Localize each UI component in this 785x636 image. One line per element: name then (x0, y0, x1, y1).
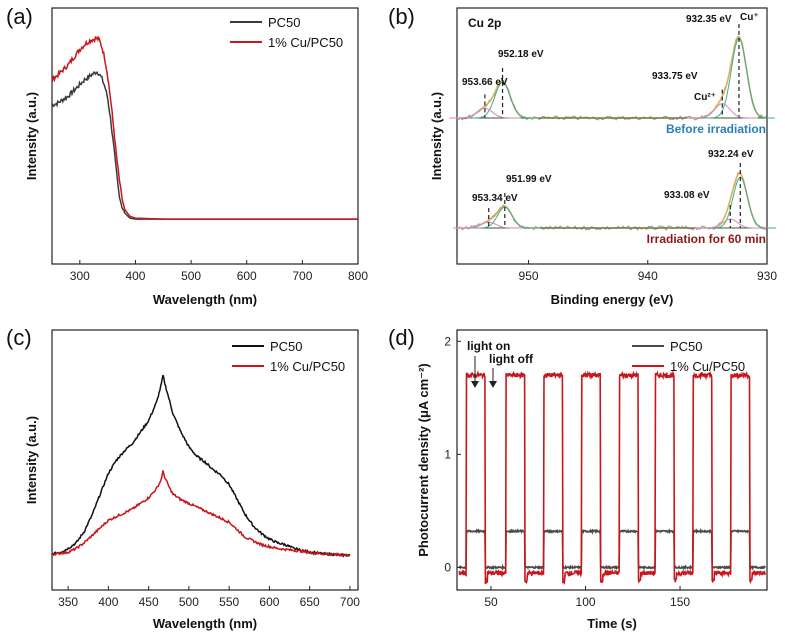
panel-b-frame (456, 7, 768, 265)
panel-a-x-ticks: 300 400 500 600 700 800 (70, 260, 368, 283)
panel-c-x-tick-label: 550 (219, 595, 239, 609)
panel-a-series-pc50 (51, 70, 358, 220)
peak-label-932-24: 932.24 eV (708, 149, 754, 160)
panel-b-x-tick-label: 940 (638, 269, 658, 283)
panel-c-x-tick-label: 350 (58, 595, 78, 609)
panel-a-letter: (a) (6, 4, 33, 29)
panel-b-title: Cu 2p (468, 16, 501, 30)
panel-b-component-peak (703, 37, 775, 119)
legend-label-cu: 1% Cu/PC50 (268, 35, 343, 50)
panel-b-letter: (b) (388, 4, 415, 29)
peak-label-953-66: 953.66 eV (462, 77, 508, 88)
legend-label-cu-c: 1% Cu/PC50 (270, 359, 345, 374)
panel-c-x-ticks: 350 400 450 500 550 600 650 700 (58, 586, 360, 609)
panel-c-x-tick-label: 650 (300, 595, 320, 609)
panel-d-y-tick-label: 0 (444, 560, 451, 574)
panel-b: (b) Cu 2p 950 940 930 Binding energy (eV) … (388, 4, 777, 307)
panel-c: (c) 350 400 450 500 550 600 650 700 Wavelength … (6, 325, 360, 631)
panel-b-x-tick-label: 950 (519, 269, 539, 283)
legend-label-cu-d: 1% Cu/PC50 (670, 359, 745, 374)
panel-a: (a) 300 400 500 600 700 800 Wavelength (nm) I… (6, 4, 368, 307)
cu-plus-label: Cu⁺ (740, 12, 759, 23)
peak-label-952-18: 952.18 eV (498, 49, 544, 60)
panel-c-series-pc50 (52, 374, 351, 558)
panel-a-series-cu-pc50 (51, 35, 358, 220)
panel-c-x-tick-label: 500 (179, 595, 199, 609)
panel-c-letter: (c) (6, 325, 32, 350)
panel-c-x-tick-label: 450 (139, 595, 159, 609)
panel-b-xlabel: Binding energy (eV) (551, 292, 674, 307)
light-on-label: light on (467, 339, 510, 353)
panel-c-x-tick-label: 400 (98, 595, 118, 609)
panel-c-ylabel: Intensity (a.u.) (24, 416, 39, 504)
panel-d-xlabel: Time (s) (587, 616, 637, 631)
light-on-arrowhead (471, 381, 479, 388)
panel-a-x-tick-label: 700 (292, 269, 312, 283)
peak-label-951-99: 951.99 eV (506, 174, 552, 185)
panel-a-legend: PC50 1% Cu/PC50 (230, 15, 343, 50)
panel-a-x-tick-label: 500 (181, 269, 201, 283)
panel-c-legend: PC50 1% Cu/PC50 (232, 339, 345, 374)
light-off-label: light off (489, 352, 534, 366)
panel-d-y-tick-label: 2 (444, 334, 451, 348)
panel-d-y-ticks: 0 1 2 (444, 334, 461, 574)
panel-a-xlabel: Wavelength (nm) (153, 292, 257, 307)
panel-c-x-tick-label: 600 (259, 595, 279, 609)
panel-c-x-tick-label: 700 (340, 595, 360, 609)
panel-a-plot (51, 35, 358, 220)
panel-a-x-tick-label: 800 (348, 269, 368, 283)
panel-a-frame (51, 7, 359, 265)
panel-d-ylabel: Photocurrent density (μA cm⁻²) (416, 363, 431, 556)
panel-d-series-cu-pc50 (458, 369, 766, 585)
panel-c-xlabel: Wavelength (nm) (153, 616, 257, 631)
panel-a-x-tick-label: 400 (125, 269, 145, 283)
panel-b-x-ticks: 950 940 930 (519, 260, 777, 283)
light-off-arrowhead (489, 381, 497, 388)
legend-label-pc50: PC50 (268, 15, 301, 30)
panel-a-ylabel: Intensity (a.u.) (24, 92, 39, 180)
legend-label-pc50-c: PC50 (270, 339, 303, 354)
panel-d: (d) 50 100 150 0 1 2 Time (s) Photocurrent d… (388, 325, 768, 631)
legend-label-pc50-d: PC50 (670, 339, 703, 354)
panel-d-legend: PC50 1% Cu/PC50 (632, 339, 745, 374)
peak-label-932-35: 932.35 eV (686, 14, 732, 25)
panel-a-x-tick-label: 600 (237, 269, 257, 283)
peak-label-933-75: 933.75 eV (652, 71, 698, 82)
peak-label-953-34: 953.34 eV (472, 193, 518, 204)
panel-c-plot (51, 374, 351, 558)
panel-b-x-tick-label: 930 (757, 269, 777, 283)
panel-d-letter: (d) (388, 325, 415, 350)
panel-d-plot (458, 369, 766, 585)
panel-d-x-tick-label: 100 (576, 595, 596, 609)
panel-d-x-ticks: 50 100 150 (484, 586, 690, 609)
peak-label-933-08: 933.08 eV (664, 190, 710, 201)
panel-b-plot (449, 24, 777, 232)
light-arrows (471, 356, 497, 388)
irradiation-60-label: Irradiation for 60 min (647, 232, 766, 246)
panel-d-x-tick-label: 50 (484, 595, 498, 609)
before-irradiation-label: Before irradiation (666, 122, 766, 136)
cu-2plus-label: Cu²⁺ (694, 92, 716, 103)
panel-a-x-tick-label: 300 (70, 269, 90, 283)
panel-c-frame (51, 329, 359, 591)
panel-c-series-cu-pc50 (51, 470, 351, 557)
panel-d-y-tick-label: 1 (444, 447, 451, 461)
panel-d-x-tick-label: 150 (670, 595, 690, 609)
panel-d-frame (456, 329, 768, 591)
panel-d-series-pc50 (458, 527, 766, 572)
panel-b-ylabel: Intensity (a.u.) (429, 92, 444, 180)
